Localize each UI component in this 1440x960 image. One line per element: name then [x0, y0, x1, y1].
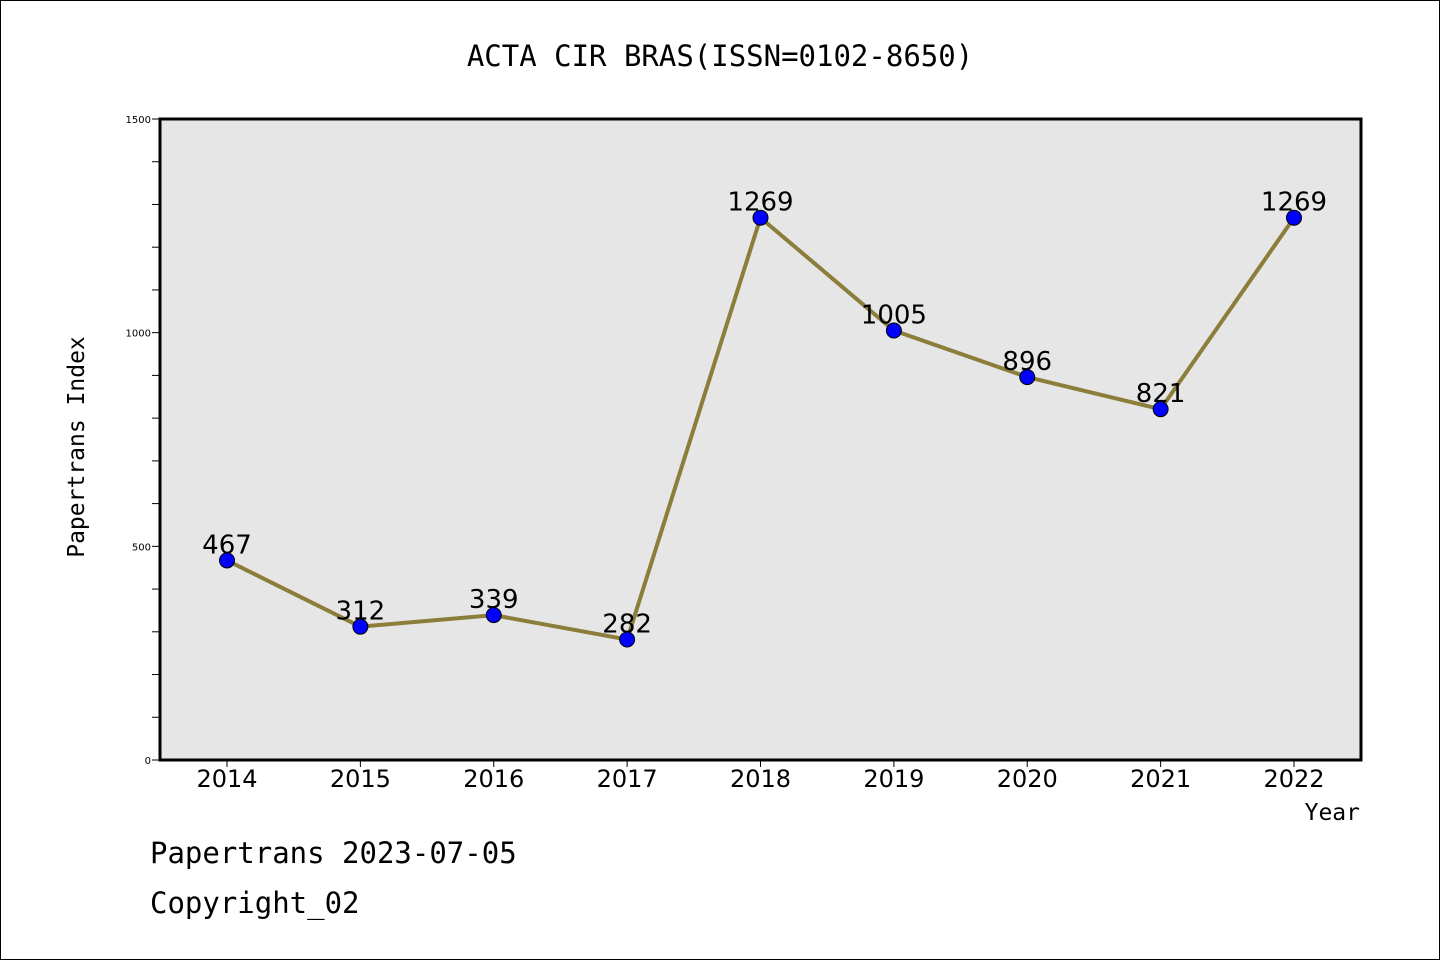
- y-tick-label: 1500: [126, 115, 151, 126]
- data-point: [219, 552, 235, 569]
- data-point: [885, 322, 902, 339]
- plot-area: [160, 119, 1361, 760]
- data-point: [352, 618, 369, 635]
- y-tick-label: 0: [145, 756, 151, 767]
- footer-copyright: Copyright_02: [150, 886, 360, 920]
- x-tick-label: 2020: [997, 765, 1058, 793]
- x-tick-label: 2015: [330, 765, 391, 793]
- x-tick-label: 2017: [597, 765, 658, 793]
- chart-title: ACTA CIR BRAS(ISSN=0102-8650): [467, 39, 973, 73]
- data-point: [485, 607, 502, 624]
- x-tick-label: 2022: [1263, 765, 1324, 793]
- data-point: [1019, 369, 1036, 386]
- x-tick-label: 2021: [1130, 765, 1191, 793]
- axis-ticks: 0 500 1000 1500 2014 2015 2016 2017 2018 2019 2020…: [126, 115, 1325, 793]
- x-tick-label: 2019: [863, 765, 924, 793]
- data-point: [1286, 209, 1302, 226]
- x-tick-label: 2018: [730, 765, 791, 793]
- data-point: [752, 209, 769, 226]
- x-tick-label: 2014: [196, 765, 257, 793]
- footer-date: Papertrans 2023-07-05: [150, 836, 517, 870]
- data-point: [619, 631, 636, 648]
- y-tick-label: 1000: [126, 329, 151, 340]
- plot-border: [158, 117, 1363, 762]
- y-axis-label: Papertrans Index: [64, 336, 90, 558]
- x-tick-label: 2016: [463, 765, 524, 793]
- data-point: [1152, 401, 1169, 418]
- y-tick-label: 500: [132, 542, 151, 553]
- x-axis-label: Year: [1305, 800, 1360, 826]
